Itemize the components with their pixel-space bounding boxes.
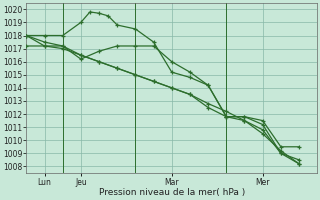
X-axis label: Pression niveau de la mer( hPa ): Pression niveau de la mer( hPa ) [99, 188, 245, 197]
